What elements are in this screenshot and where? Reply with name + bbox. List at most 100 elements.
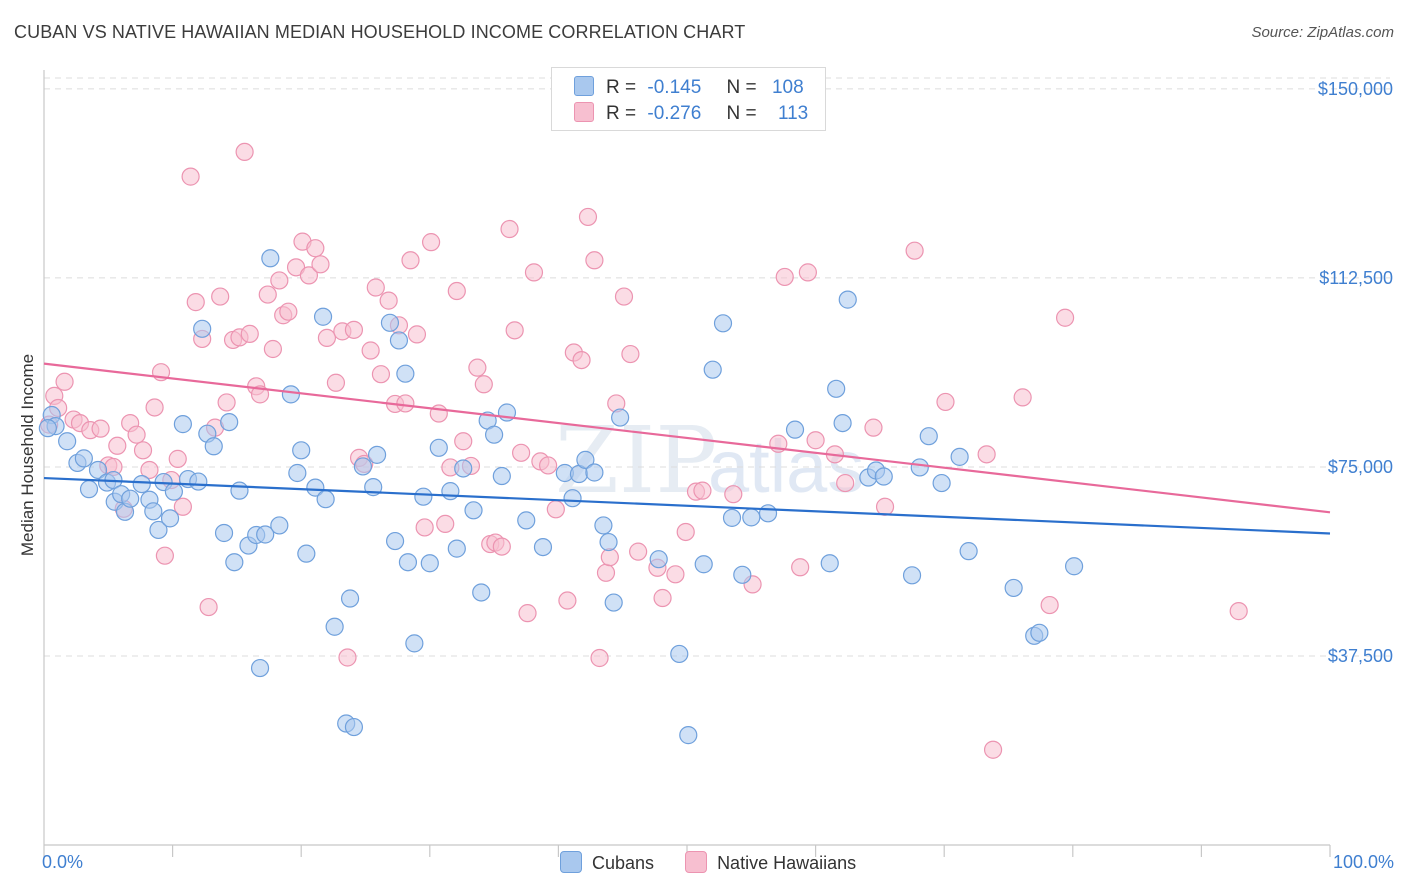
- cuban-point: [464, 501, 483, 520]
- hawaiian-point: [407, 325, 427, 344]
- cuban-point: [367, 445, 387, 464]
- cuban-point: [193, 319, 212, 338]
- cuban-point: [670, 644, 689, 664]
- hawaiian-point: [279, 302, 298, 321]
- cuban-point: [306, 478, 325, 497]
- cuban-point: [225, 553, 244, 572]
- hawaiian-point: [724, 485, 743, 504]
- hawaiian-point: [539, 456, 558, 475]
- cuban-point: [144, 502, 163, 521]
- cuban-point: [472, 583, 491, 602]
- y-tick-label: $112,500: [1319, 268, 1393, 288]
- cuban-point: [827, 379, 846, 398]
- cuban-point: [414, 487, 433, 506]
- cuban-point: [492, 466, 511, 486]
- hawaiian-point: [286, 258, 306, 277]
- y-tick-label: $150,000: [1318, 79, 1393, 99]
- cuban-point: [722, 508, 742, 527]
- hawaiian-point: [621, 344, 640, 364]
- hawaiian-point: [775, 267, 794, 287]
- hawaiian-point: [421, 233, 441, 252]
- cuban-point: [833, 413, 852, 433]
- n-label: N =: [726, 103, 757, 124]
- hawaiian-point: [791, 558, 810, 577]
- hawaiian-point: [366, 278, 385, 297]
- hawaiian-point: [836, 473, 855, 493]
- cuban-point: [576, 450, 595, 469]
- y-tick-label: $75,000: [1328, 457, 1393, 477]
- cuban-point: [149, 520, 168, 540]
- cuban-point: [220, 412, 239, 432]
- cuban-point: [1030, 623, 1049, 642]
- hawaiian-point: [500, 219, 519, 239]
- hawaiian-point: [263, 339, 283, 359]
- hawaiian-point: [145, 398, 164, 417]
- cubans-trend-line: [43, 476, 1331, 535]
- cuban-point: [79, 480, 99, 499]
- hawaiian-point: [186, 293, 205, 312]
- cuban-point: [694, 555, 713, 574]
- cuban-point: [160, 509, 180, 528]
- cuban-point: [121, 489, 140, 508]
- cuban-point: [281, 385, 301, 404]
- hawaiian-point: [518, 604, 537, 623]
- hawaiian-point: [666, 565, 685, 584]
- cuban-point: [919, 427, 938, 446]
- hawaiians-r-value: -0.276: [647, 103, 702, 124]
- hawaiian-point: [401, 251, 420, 270]
- cuban-point: [58, 432, 77, 451]
- cuban-point: [910, 458, 929, 477]
- y-tick-labels: $37,500 $75,000 $112,500 $150,000: [1318, 79, 1393, 666]
- hawaiian-point: [468, 358, 487, 377]
- hawaiian-point: [326, 373, 346, 392]
- hawaiian-point: [235, 142, 254, 162]
- hawaiian-point: [108, 436, 127, 455]
- cuban-point: [649, 550, 668, 569]
- hawaiian-point: [240, 324, 259, 343]
- hawaiian-point: [140, 460, 159, 480]
- stats-row-hawaiians: R = -0.276 N = 113: [574, 102, 808, 126]
- hawaiian-point: [91, 419, 110, 438]
- cuban-point: [599, 532, 618, 552]
- cuban-point: [758, 504, 778, 523]
- cuban-point: [703, 360, 722, 379]
- hawaiian-point: [983, 740, 1003, 759]
- cuban-point: [380, 313, 400, 332]
- r-label: R =: [606, 77, 637, 98]
- series-native-hawaiians: [40, 142, 1248, 759]
- hawaiian-point: [905, 241, 924, 260]
- hawaiian-point: [173, 497, 192, 516]
- hawaiian-point: [133, 441, 153, 460]
- hawaiian-point: [361, 341, 380, 360]
- hawaiians-swatch: [574, 102, 594, 122]
- cuban-point: [398, 553, 418, 572]
- hawaiian-point: [1229, 602, 1248, 621]
- legend-item-hawaiians: Native Hawaiians: [685, 851, 856, 874]
- cuban-point: [1064, 557, 1084, 576]
- hawaiian-point: [168, 449, 187, 468]
- cuban-point: [441, 482, 460, 501]
- cuban-point: [820, 554, 839, 573]
- cuban-point: [1004, 578, 1023, 598]
- source-label: Source: ZipAtlas.com: [1251, 24, 1394, 41]
- cuban-point: [313, 307, 333, 326]
- hawaiian-point: [270, 271, 289, 290]
- cuban-point: [173, 415, 192, 434]
- cuban-point: [785, 420, 805, 439]
- series-cubans: [38, 249, 1084, 745]
- cuban-point: [132, 474, 151, 494]
- hawaiian-point: [344, 320, 364, 339]
- cuban-point: [405, 634, 424, 653]
- hawaiian-point: [558, 591, 577, 610]
- cuban-point: [344, 717, 364, 737]
- cuban-point: [874, 467, 893, 486]
- axes: [43, 70, 1331, 857]
- cuban-point: [485, 425, 504, 444]
- cuban-point: [959, 542, 978, 561]
- cuban-point: [733, 565, 752, 584]
- hawaiian-point: [977, 445, 996, 464]
- hawaiian-point: [572, 350, 591, 370]
- hawaiian-point: [447, 281, 466, 301]
- hawaiian-point: [512, 443, 531, 462]
- cuban-point: [932, 473, 951, 493]
